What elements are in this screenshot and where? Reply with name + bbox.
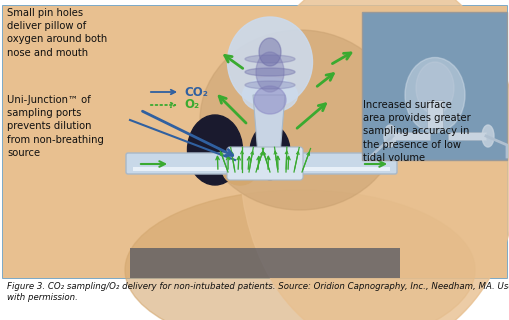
Ellipse shape	[481, 125, 493, 147]
Text: O₂: O₂	[184, 99, 199, 111]
Ellipse shape	[240, 0, 509, 320]
FancyBboxPatch shape	[227, 147, 302, 180]
Polygon shape	[252, 95, 285, 155]
FancyBboxPatch shape	[447, 132, 485, 140]
FancyBboxPatch shape	[391, 132, 429, 140]
Text: Figure 3. CO₂ sampling/O₂ delivery for non-intubated patients. Source: Oridion C: Figure 3. CO₂ sampling/O₂ delivery for n…	[7, 282, 509, 302]
FancyBboxPatch shape	[361, 12, 506, 160]
Ellipse shape	[404, 58, 464, 132]
Ellipse shape	[200, 30, 399, 210]
Ellipse shape	[222, 155, 257, 185]
FancyBboxPatch shape	[133, 167, 389, 171]
Ellipse shape	[415, 62, 453, 114]
Ellipse shape	[256, 52, 284, 92]
Ellipse shape	[244, 81, 294, 89]
FancyBboxPatch shape	[3, 6, 506, 278]
Ellipse shape	[253, 86, 286, 114]
Ellipse shape	[244, 68, 294, 76]
Ellipse shape	[125, 190, 474, 320]
Ellipse shape	[244, 55, 294, 63]
Text: Uni-Junction™ of
sampling ports
prevents dilution
from non-breathing
source: Uni-Junction™ of sampling ports prevents…	[7, 95, 104, 158]
Ellipse shape	[242, 77, 297, 113]
Ellipse shape	[227, 17, 312, 107]
FancyBboxPatch shape	[130, 248, 399, 278]
Ellipse shape	[249, 124, 290, 180]
Ellipse shape	[383, 125, 395, 147]
FancyBboxPatch shape	[426, 100, 442, 128]
FancyBboxPatch shape	[126, 153, 396, 174]
FancyBboxPatch shape	[3, 6, 506, 278]
Ellipse shape	[259, 38, 280, 66]
Ellipse shape	[187, 115, 242, 185]
Text: Increased surface
area provides greater
sampling accuracy in
the presence of low: Increased surface area provides greater …	[362, 100, 470, 163]
Text: CO₂: CO₂	[184, 85, 208, 99]
Text: Small pin holes
deliver pillow of
oxygen around both
nose and mouth: Small pin holes deliver pillow of oxygen…	[7, 8, 107, 58]
